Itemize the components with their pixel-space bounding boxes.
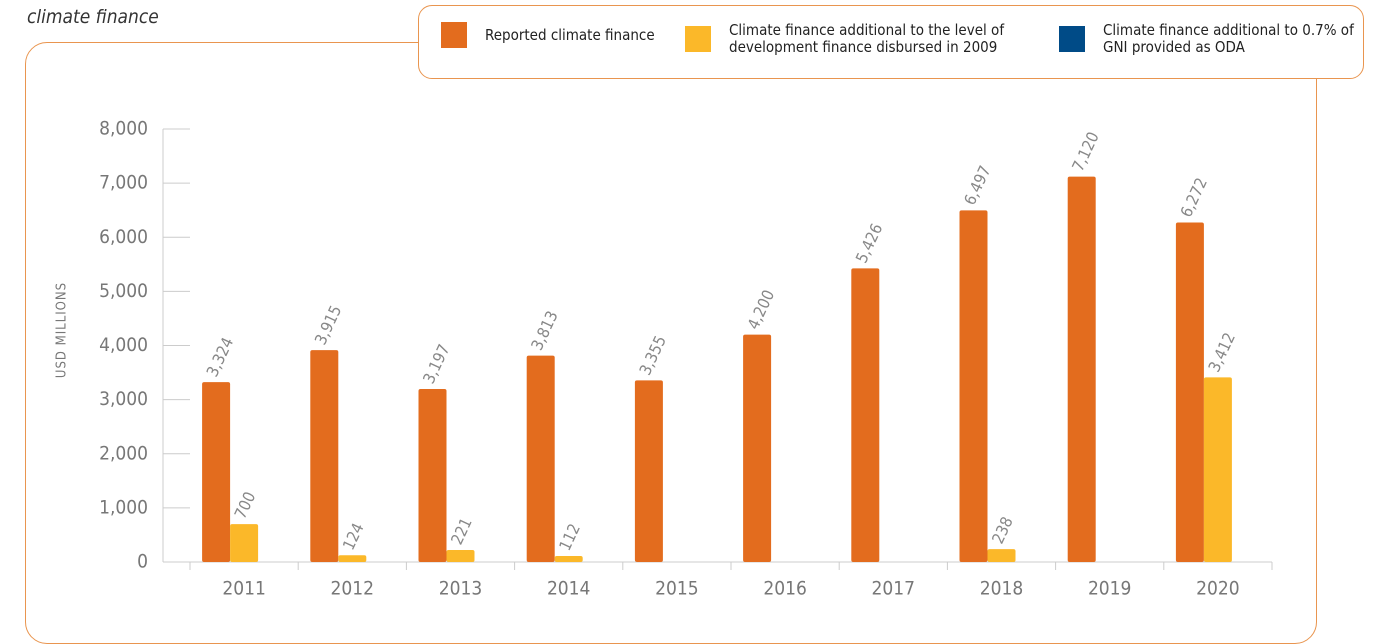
- bar: [230, 524, 259, 562]
- legend-label: Climate finance additional to the level …: [729, 21, 1005, 56]
- legend-item: Climate finance additional to the level …: [685, 22, 1059, 56]
- value-label: 7,120: [1068, 129, 1103, 174]
- y-tick-label: 8,000: [99, 118, 148, 140]
- y-tick-label: 4,000: [99, 334, 148, 356]
- y-tick-label: 7,000: [99, 172, 148, 194]
- subtitle: climate finance: [27, 6, 159, 28]
- legend-swatch: [685, 26, 711, 52]
- legend-item: Reported climate finance: [441, 22, 685, 48]
- value-label: 6,272: [1176, 175, 1211, 220]
- y-tick-label: 1,000: [99, 496, 148, 518]
- y-tick-label: 6,000: [99, 226, 148, 248]
- bar: [310, 350, 339, 562]
- value-label: 3,355: [635, 333, 670, 378]
- y-tick-label: 3,000: [99, 388, 148, 410]
- bar: [418, 388, 447, 562]
- value-label: 700: [231, 489, 260, 522]
- bar: [959, 210, 988, 563]
- x-tick-label: 2018: [980, 578, 1024, 600]
- legend-label: Reported climate finance: [485, 25, 655, 44]
- value-label: 124: [339, 520, 368, 553]
- chart: USD MILLIONS 0 1,000 2,000 3,000 4,000 5,000 6,…: [55, 118, 1273, 600]
- y-tick-label: 0: [137, 551, 148, 573]
- bar: [1175, 222, 1204, 562]
- value-label: 4,200: [744, 287, 779, 332]
- bar: [338, 555, 367, 562]
- bar: [202, 382, 231, 562]
- x-tick-label: 2014: [547, 578, 591, 600]
- value-label: 5,426: [852, 221, 887, 266]
- bar: [634, 380, 663, 562]
- value-label: 6,497: [960, 163, 995, 208]
- value-label: 238: [988, 514, 1017, 547]
- value-label: 3,915: [311, 302, 346, 347]
- bar: [743, 334, 772, 562]
- x-tick-label: 2013: [439, 578, 483, 600]
- value-label: 3,813: [527, 308, 562, 353]
- x-tick-label: 2012: [331, 578, 375, 600]
- y-axis-label: USD MILLIONS: [55, 282, 70, 378]
- value-label: 3,412: [1204, 330, 1239, 375]
- value-label: 112: [555, 521, 584, 554]
- bar: [526, 355, 555, 562]
- legend: Reported climate finance Climate finance …: [418, 5, 1364, 79]
- value-label: 3,197: [419, 341, 454, 386]
- x-tick-label: 2019: [1088, 578, 1132, 600]
- bar: [1203, 377, 1232, 562]
- bar: [554, 555, 583, 562]
- bar: [1067, 176, 1096, 562]
- value-label: 3,324: [203, 334, 238, 379]
- page: {"chart_data": {"type": "bar", "subtitle…: [25, 5, 1364, 644]
- legend-label: Climate finance additional to 0.7% of GN…: [1103, 21, 1354, 56]
- bar: [446, 550, 475, 562]
- value-label: 221: [447, 515, 476, 548]
- x-tick-label: 2020: [1196, 578, 1240, 600]
- legend-swatch: [441, 22, 467, 48]
- legend-item: Climate finance additional to 0.7% of GN…: [1059, 22, 1363, 56]
- x-tick-label: 2017: [872, 578, 916, 600]
- bar: [851, 268, 880, 562]
- y-tick-label: 5,000: [99, 280, 148, 302]
- bar: [987, 549, 1016, 562]
- legend-swatch: [1059, 26, 1085, 52]
- x-tick-label: 2016: [763, 578, 807, 600]
- x-tick-label: 2011: [222, 578, 266, 600]
- y-tick-label: 2,000: [99, 442, 148, 464]
- x-tick-label: 2015: [655, 578, 699, 600]
